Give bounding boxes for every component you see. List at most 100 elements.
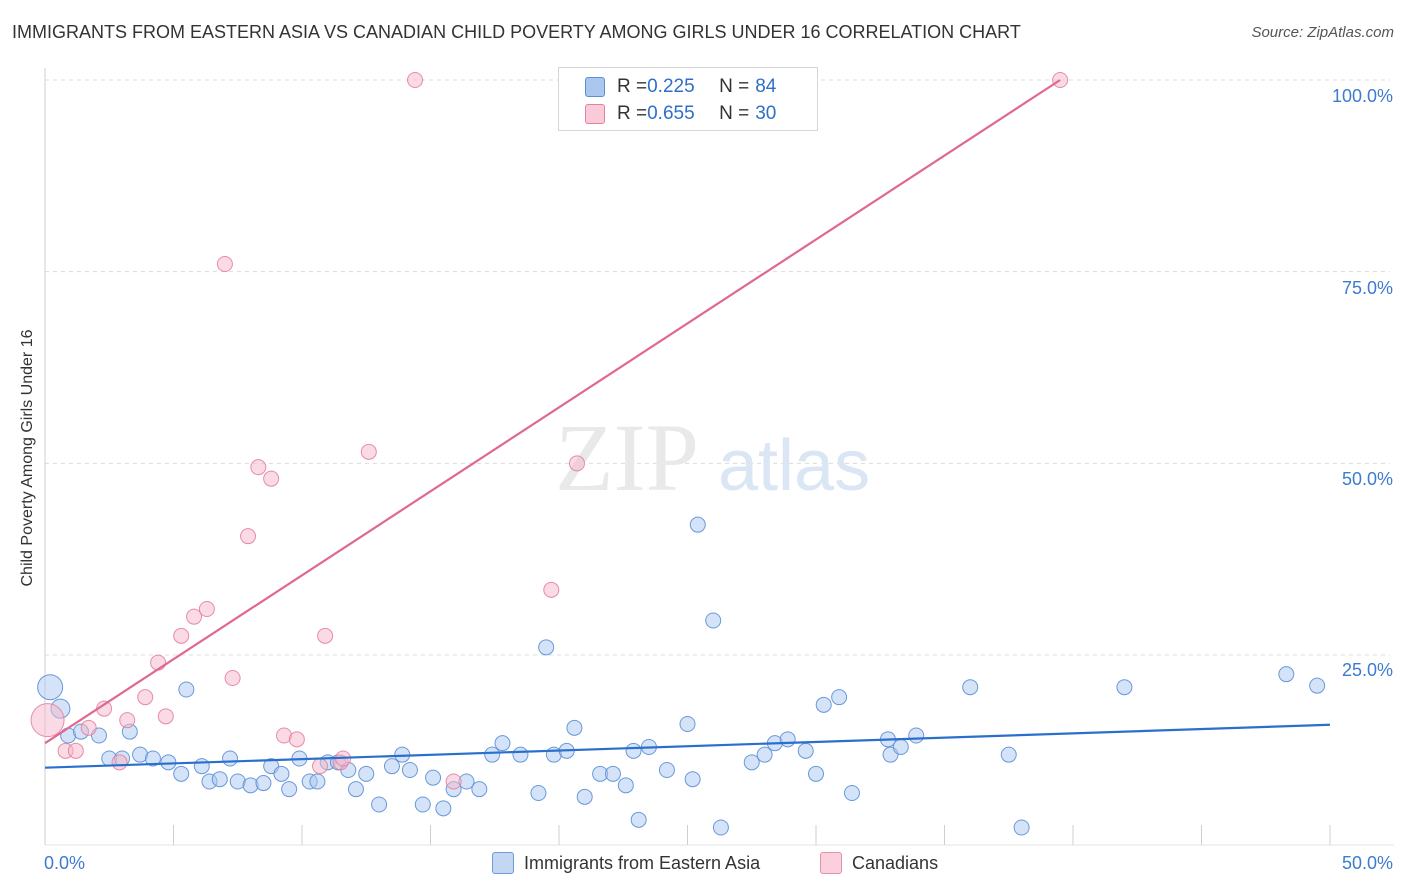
data-point-immigrants (630, 811, 647, 828)
data-point-immigrants (347, 781, 364, 798)
data-point-canadians (216, 256, 233, 272)
data-point-immigrants (808, 765, 824, 782)
trend-line-canadians (44, 79, 1061, 745)
data-point-canadians (224, 670, 241, 686)
n-value: 30 (755, 103, 777, 124)
data-point-immigrants (779, 731, 796, 748)
data-point-immigrants (494, 735, 511, 752)
data-point-immigrants (908, 727, 925, 744)
stats-legend: R = 0.225 N = 84 R = 0.655 N = 30 (558, 67, 818, 131)
n-label: N = (719, 76, 750, 97)
data-point-immigrants (371, 796, 388, 813)
data-point-immigrants (358, 765, 375, 782)
x-tick-label: 0.0% (44, 853, 85, 873)
data-point-immigrants (538, 639, 555, 656)
data-point-canadians (543, 581, 560, 598)
data-point-immigrants (625, 742, 642, 759)
data-point-immigrants (843, 785, 860, 801)
data-point-immigrants (797, 742, 814, 759)
data-point-immigrants (484, 746, 501, 763)
r-label: R = (617, 103, 648, 124)
y-tick-label: 50.0% (1342, 469, 1393, 489)
data-point-canadians (173, 627, 190, 644)
data-point-immigrants (173, 765, 190, 782)
data-point-immigrants (604, 765, 621, 782)
data-point-immigrants (401, 762, 418, 778)
y-tick-label: 25.0% (1342, 660, 1393, 680)
data-point-immigrants (705, 612, 722, 629)
data-point-immigrants (435, 800, 452, 817)
grid-layer (45, 79, 1390, 656)
data-point-canadians (311, 758, 328, 775)
data-point-immigrants (1309, 677, 1326, 694)
data-point-canadians (186, 608, 203, 625)
data-point-immigrants (684, 771, 701, 788)
legend-item-canadians: Canadians (820, 852, 938, 874)
data-point-immigrants (1000, 746, 1017, 763)
legend-label: Canadians (852, 852, 939, 873)
data-point-immigrants (566, 719, 583, 736)
data-point-immigrants (1013, 819, 1030, 836)
data-point-immigrants (1278, 666, 1295, 683)
data-point-canadians (317, 627, 334, 644)
data-point-immigrants (414, 796, 431, 813)
legend-item-immigrants: Immigrants from Eastern Asia (492, 852, 760, 874)
y-tick-label: 100.0% (1332, 86, 1393, 106)
data-point-canadians (568, 455, 585, 472)
data-point-canadians (119, 712, 136, 729)
data-point-immigrants (383, 758, 400, 775)
data-point-immigrants (689, 516, 706, 533)
data-point-immigrants (756, 746, 773, 763)
data-point-canadians (240, 528, 257, 545)
watermark-atlas: atlas (718, 426, 870, 506)
data-point-immigrants (892, 739, 909, 755)
data-point-immigrants (211, 771, 228, 788)
data-point-canadians (360, 443, 377, 460)
data-point-immigrants (576, 788, 593, 805)
data-point-canadians (288, 731, 305, 748)
data-point-immigrants (471, 781, 488, 798)
data-point-immigrants (831, 689, 848, 706)
r-value: 0.225 (647, 76, 695, 97)
data-point-canadians (263, 470, 280, 487)
data-point-immigrants (512, 746, 529, 763)
data-point-canadians (157, 708, 174, 725)
stats-legend-row-pink: R = 0.655 N = 30 (585, 102, 776, 126)
data-point-immigrants (658, 762, 675, 778)
data-point-immigrants (37, 674, 64, 701)
source-label: Source: ZipAtlas.com (1251, 24, 1394, 41)
y-tick-label: 75.0% (1342, 278, 1393, 298)
data-point-canadians (250, 459, 267, 476)
legend-swatch-blue (585, 77, 605, 97)
trend-layer (44, 79, 1331, 769)
data-point-immigrants (712, 819, 729, 836)
legend-swatch-pink (585, 104, 605, 124)
data-point-immigrants (178, 681, 195, 698)
data-point-immigrants (743, 754, 760, 771)
data-point-immigrants (962, 679, 979, 696)
data-point-canadians (30, 703, 65, 738)
watermark: ZIP atlas (555, 404, 870, 511)
data-point-immigrants (222, 750, 239, 767)
legend-label: Immigrants from Eastern Asia (524, 852, 761, 873)
points-layer (30, 72, 1326, 836)
data-point-canadians (111, 754, 128, 771)
legend-swatch-pink (820, 852, 842, 874)
chart-title: IMMIGRANTS FROM EASTERN ASIA VS CANADIAN… (12, 22, 1021, 42)
data-point-immigrants (530, 785, 547, 801)
data-point-immigrants (281, 781, 298, 798)
x-tick-label: 50.0% (1342, 853, 1393, 873)
data-point-immigrants (617, 777, 634, 794)
r-value: 0.655 (647, 103, 695, 124)
data-point-canadians (137, 689, 154, 706)
data-point-canadians (67, 742, 84, 759)
trend-line-immigrants (44, 723, 1331, 769)
n-label: N = (719, 103, 750, 124)
data-point-immigrants (815, 696, 832, 713)
legend-swatch-blue (492, 852, 514, 874)
data-point-canadians (198, 601, 215, 617)
data-point-immigrants (1116, 679, 1133, 696)
stats-legend-row-blue: R = 0.225 N = 84 (585, 75, 776, 99)
data-point-immigrants (273, 765, 290, 782)
